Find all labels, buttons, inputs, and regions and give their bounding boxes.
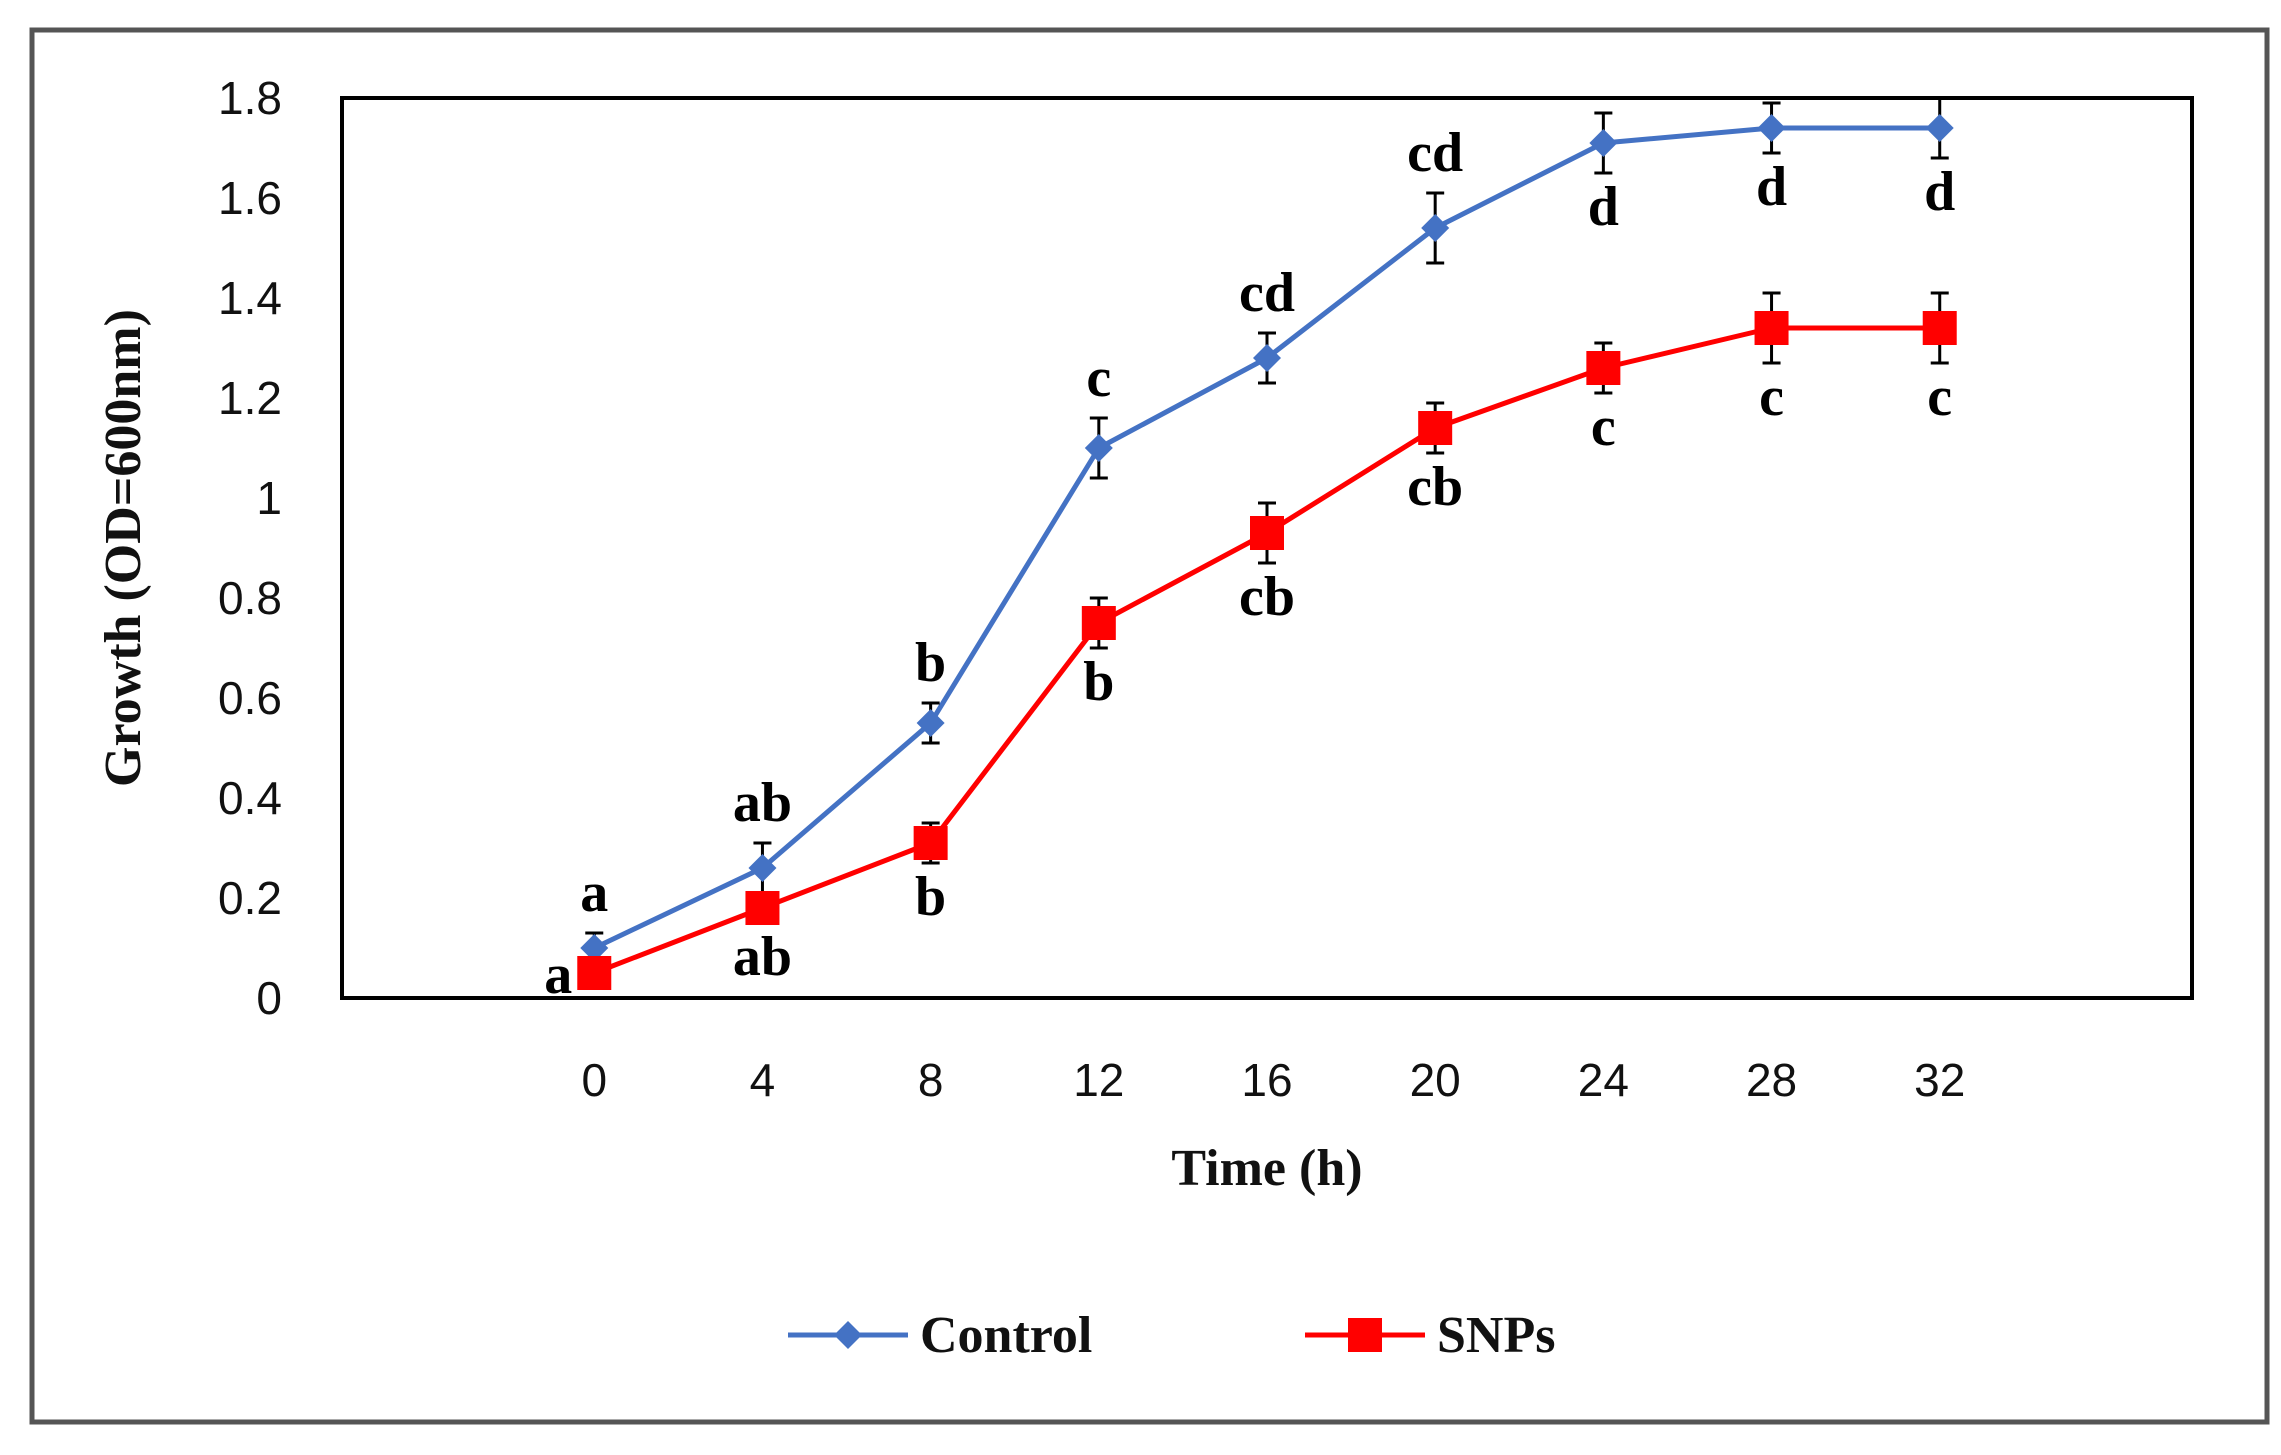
significance-labels: a ab b c cd cd d d d a ab b b cb cb c c c <box>544 122 1955 1006</box>
snps-point <box>745 891 780 925</box>
x-tick-label: 8 <box>918 1054 944 1106</box>
y-axis-title: Growth (OD=600nm) <box>95 309 152 787</box>
snps-point <box>913 826 948 860</box>
snps-significance-label: cb <box>1239 566 1295 628</box>
x-tick-label: 4 <box>750 1054 776 1106</box>
control-significance-label: ab <box>733 772 792 834</box>
control-point <box>1084 434 1113 462</box>
snps-significance-label: a <box>544 944 572 1006</box>
snps-point <box>1586 351 1621 385</box>
control-point <box>1925 114 1954 142</box>
y-tick-label: 0.8 <box>218 572 282 624</box>
snps-significance-label: b <box>1083 651 1114 713</box>
snps-significance-label: c <box>1759 366 1784 428</box>
control-significance-label: d <box>1924 161 1955 223</box>
control-point <box>1253 344 1281 372</box>
control-point <box>748 854 777 882</box>
y-tick-label: 0.6 <box>218 672 282 724</box>
control-significance-label: cd <box>1407 122 1463 184</box>
snps-point <box>1754 311 1789 345</box>
snps-point <box>1081 606 1116 640</box>
control-point <box>916 709 945 737</box>
y-tick-label: 1.2 <box>218 372 282 424</box>
y-tick-label: 1 <box>256 472 282 524</box>
control-point <box>1589 129 1618 157</box>
x-axis-title: Time (h) <box>1171 1140 1362 1197</box>
snps-significance-label: ab <box>733 926 792 988</box>
x-tick-label: 12 <box>1073 1054 1124 1106</box>
legend-square-marker <box>1348 1318 1382 1352</box>
x-tick-label: 28 <box>1746 1054 1797 1106</box>
legend-diamond-marker <box>834 1321 862 1349</box>
y-tick-label: 1.6 <box>218 172 282 224</box>
x-tick-label: 32 <box>1914 1054 1965 1106</box>
snps-point <box>577 956 612 990</box>
control-significance-label: c <box>1086 347 1111 409</box>
x-tick-label: 24 <box>1578 1054 1629 1106</box>
y-tick-label: 0 <box>256 972 282 1024</box>
snps-point <box>1418 411 1453 445</box>
y-tick-label: 1.8 <box>218 72 282 124</box>
x-tick-label: 20 <box>1410 1054 1461 1106</box>
control-point <box>1421 214 1450 242</box>
control-significance-label: d <box>1756 156 1787 218</box>
x-tick-label: 16 <box>1241 1054 1292 1106</box>
snps-significance-label: c <box>1591 396 1616 458</box>
legend-item-snps: SNPs <box>1305 1307 1555 1364</box>
y-tick-label: 1.4 <box>218 272 282 324</box>
control-point <box>580 934 609 962</box>
y-axis-ticks: 0 0.2 0.4 0.6 0.8 1 1.2 1.4 1.6 1.8 <box>218 72 282 1024</box>
snps-point <box>1922 311 1957 345</box>
legend-item-control: Control <box>788 1307 1092 1364</box>
control-significance-label: a <box>580 862 608 924</box>
legend-label: SNPs <box>1437 1307 1555 1364</box>
y-tick-label: 0.2 <box>218 872 282 924</box>
control-significance-label: cd <box>1239 262 1295 324</box>
x-axis-ticks: 0 4 8 12 16 20 24 28 32 <box>581 1054 1965 1106</box>
series-layer <box>577 96 1957 990</box>
control-significance-label: b <box>915 632 946 694</box>
y-tick-label: 0.4 <box>218 772 282 824</box>
snps-point <box>1250 516 1284 550</box>
control-point <box>1757 114 1786 142</box>
snps-significance-label: c <box>1927 366 1952 428</box>
x-tick-label: 0 <box>581 1054 607 1106</box>
snps-significance-label: b <box>915 866 946 928</box>
legend: Control SNPs <box>788 1307 1555 1364</box>
snps-significance-label: cb <box>1407 456 1463 518</box>
control-significance-label: d <box>1588 176 1619 238</box>
legend-label: Control <box>920 1307 1092 1364</box>
